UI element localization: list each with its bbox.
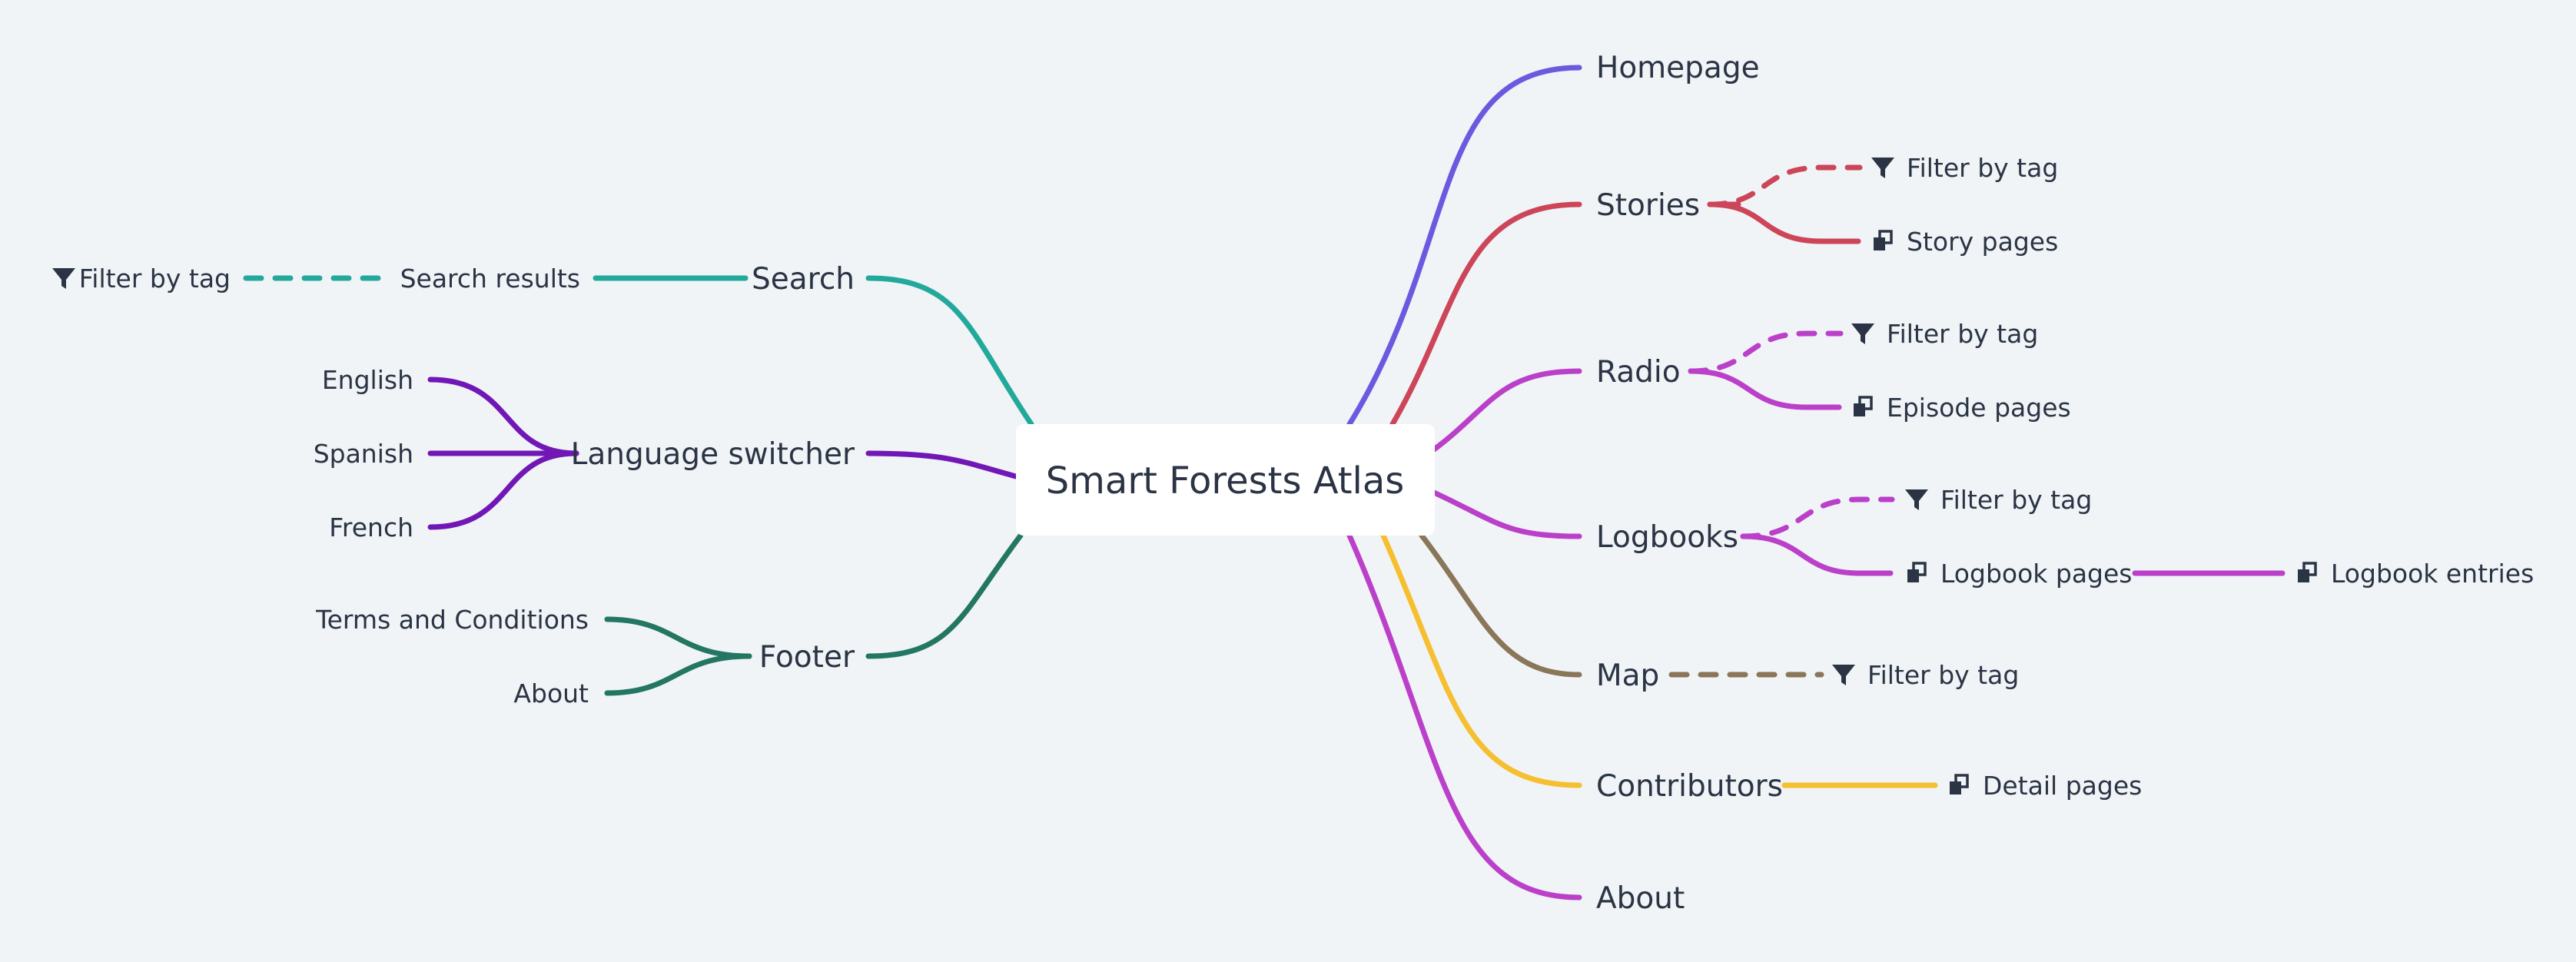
pages-icon <box>2296 562 2317 584</box>
node-about[interactable]: About <box>1596 881 1685 916</box>
pages-icon <box>1872 230 1893 252</box>
node-search-results[interactable]: Search results <box>400 264 580 294</box>
link-logbooks <box>1431 489 1582 539</box>
link-footer <box>865 532 1024 659</box>
link-radio-filter <box>1688 330 1844 374</box>
node-homepage[interactable]: Homepage <box>1596 51 1760 85</box>
link-radio-pages <box>1688 368 1842 410</box>
node-contributors-pages[interactable]: Detail pages <box>1983 771 2142 801</box>
node-language-french[interactable]: French <box>329 513 413 542</box>
link-search <box>865 275 1034 427</box>
link-stories-pages <box>1707 201 1861 244</box>
link-language-english <box>427 377 579 456</box>
node-contributors[interactable]: Contributors <box>1596 769 1783 804</box>
node-footer-terms[interactable]: Terms and Conditions <box>315 605 589 635</box>
node-radio[interactable]: Radio <box>1596 355 1681 390</box>
link-radio <box>1431 368 1582 453</box>
node-language-english[interactable]: English <box>322 365 413 395</box>
node-logbooks-filter[interactable]: Filter by tag <box>1940 485 2092 515</box>
link-language-french <box>427 450 579 530</box>
node-search[interactable]: Search <box>752 262 855 297</box>
node-search-filter[interactable]: Filter by tag <box>79 264 231 294</box>
link-contributors <box>1380 532 1582 788</box>
filter-icon <box>1905 489 1928 510</box>
root-node[interactable]: Smart Forests Atlas <box>1016 424 1435 536</box>
root-label: Smart Forests Atlas <box>1046 459 1405 503</box>
filter-icon <box>1851 323 1874 344</box>
node-logbooks-entries[interactable]: Logbook entries <box>2331 559 2534 589</box>
pages-icon <box>1852 396 1873 418</box>
pages-icon <box>1948 774 1969 796</box>
node-radio-pages[interactable]: Episode pages <box>1887 393 2071 423</box>
node-map-filter[interactable]: Filter by tag <box>1867 660 2019 690</box>
link-logbooks-filter <box>1740 496 1895 539</box>
node-language-switcher[interactable]: Language switcher <box>571 437 855 472</box>
link-footer-about <box>604 653 752 696</box>
link-footer-terms <box>604 616 752 659</box>
link-stories-filter <box>1707 164 1863 207</box>
link-logbooks-pages <box>1740 533 1894 576</box>
node-stories[interactable]: Stories <box>1596 188 1700 223</box>
node-logbooks-pages[interactable]: Logbook pages <box>1940 559 2132 589</box>
node-logbooks[interactable]: Logbooks <box>1596 520 1738 555</box>
link-language <box>865 450 1019 479</box>
link-about <box>1346 532 1582 901</box>
links-right <box>1346 65 2286 901</box>
filter-icon <box>1871 158 1894 178</box>
link-stories <box>1389 201 1582 427</box>
node-language-spanish[interactable]: Spanish <box>314 439 413 469</box>
node-stories-filter[interactable]: Filter by tag <box>1907 153 2058 183</box>
links-left <box>243 275 1034 696</box>
pages-icon <box>1906 562 1927 584</box>
node-footer[interactable]: Footer <box>759 640 855 675</box>
link-map <box>1419 532 1582 678</box>
node-map[interactable]: Map <box>1596 658 1659 693</box>
link-homepage <box>1346 65 1582 427</box>
node-footer-about[interactable]: About <box>513 678 589 708</box>
node-stories-pages[interactable]: Story pages <box>1907 227 2058 257</box>
node-radio-filter[interactable]: Filter by tag <box>1887 319 2038 349</box>
filter-icon <box>1832 665 1855 685</box>
filter-icon <box>52 268 75 289</box>
